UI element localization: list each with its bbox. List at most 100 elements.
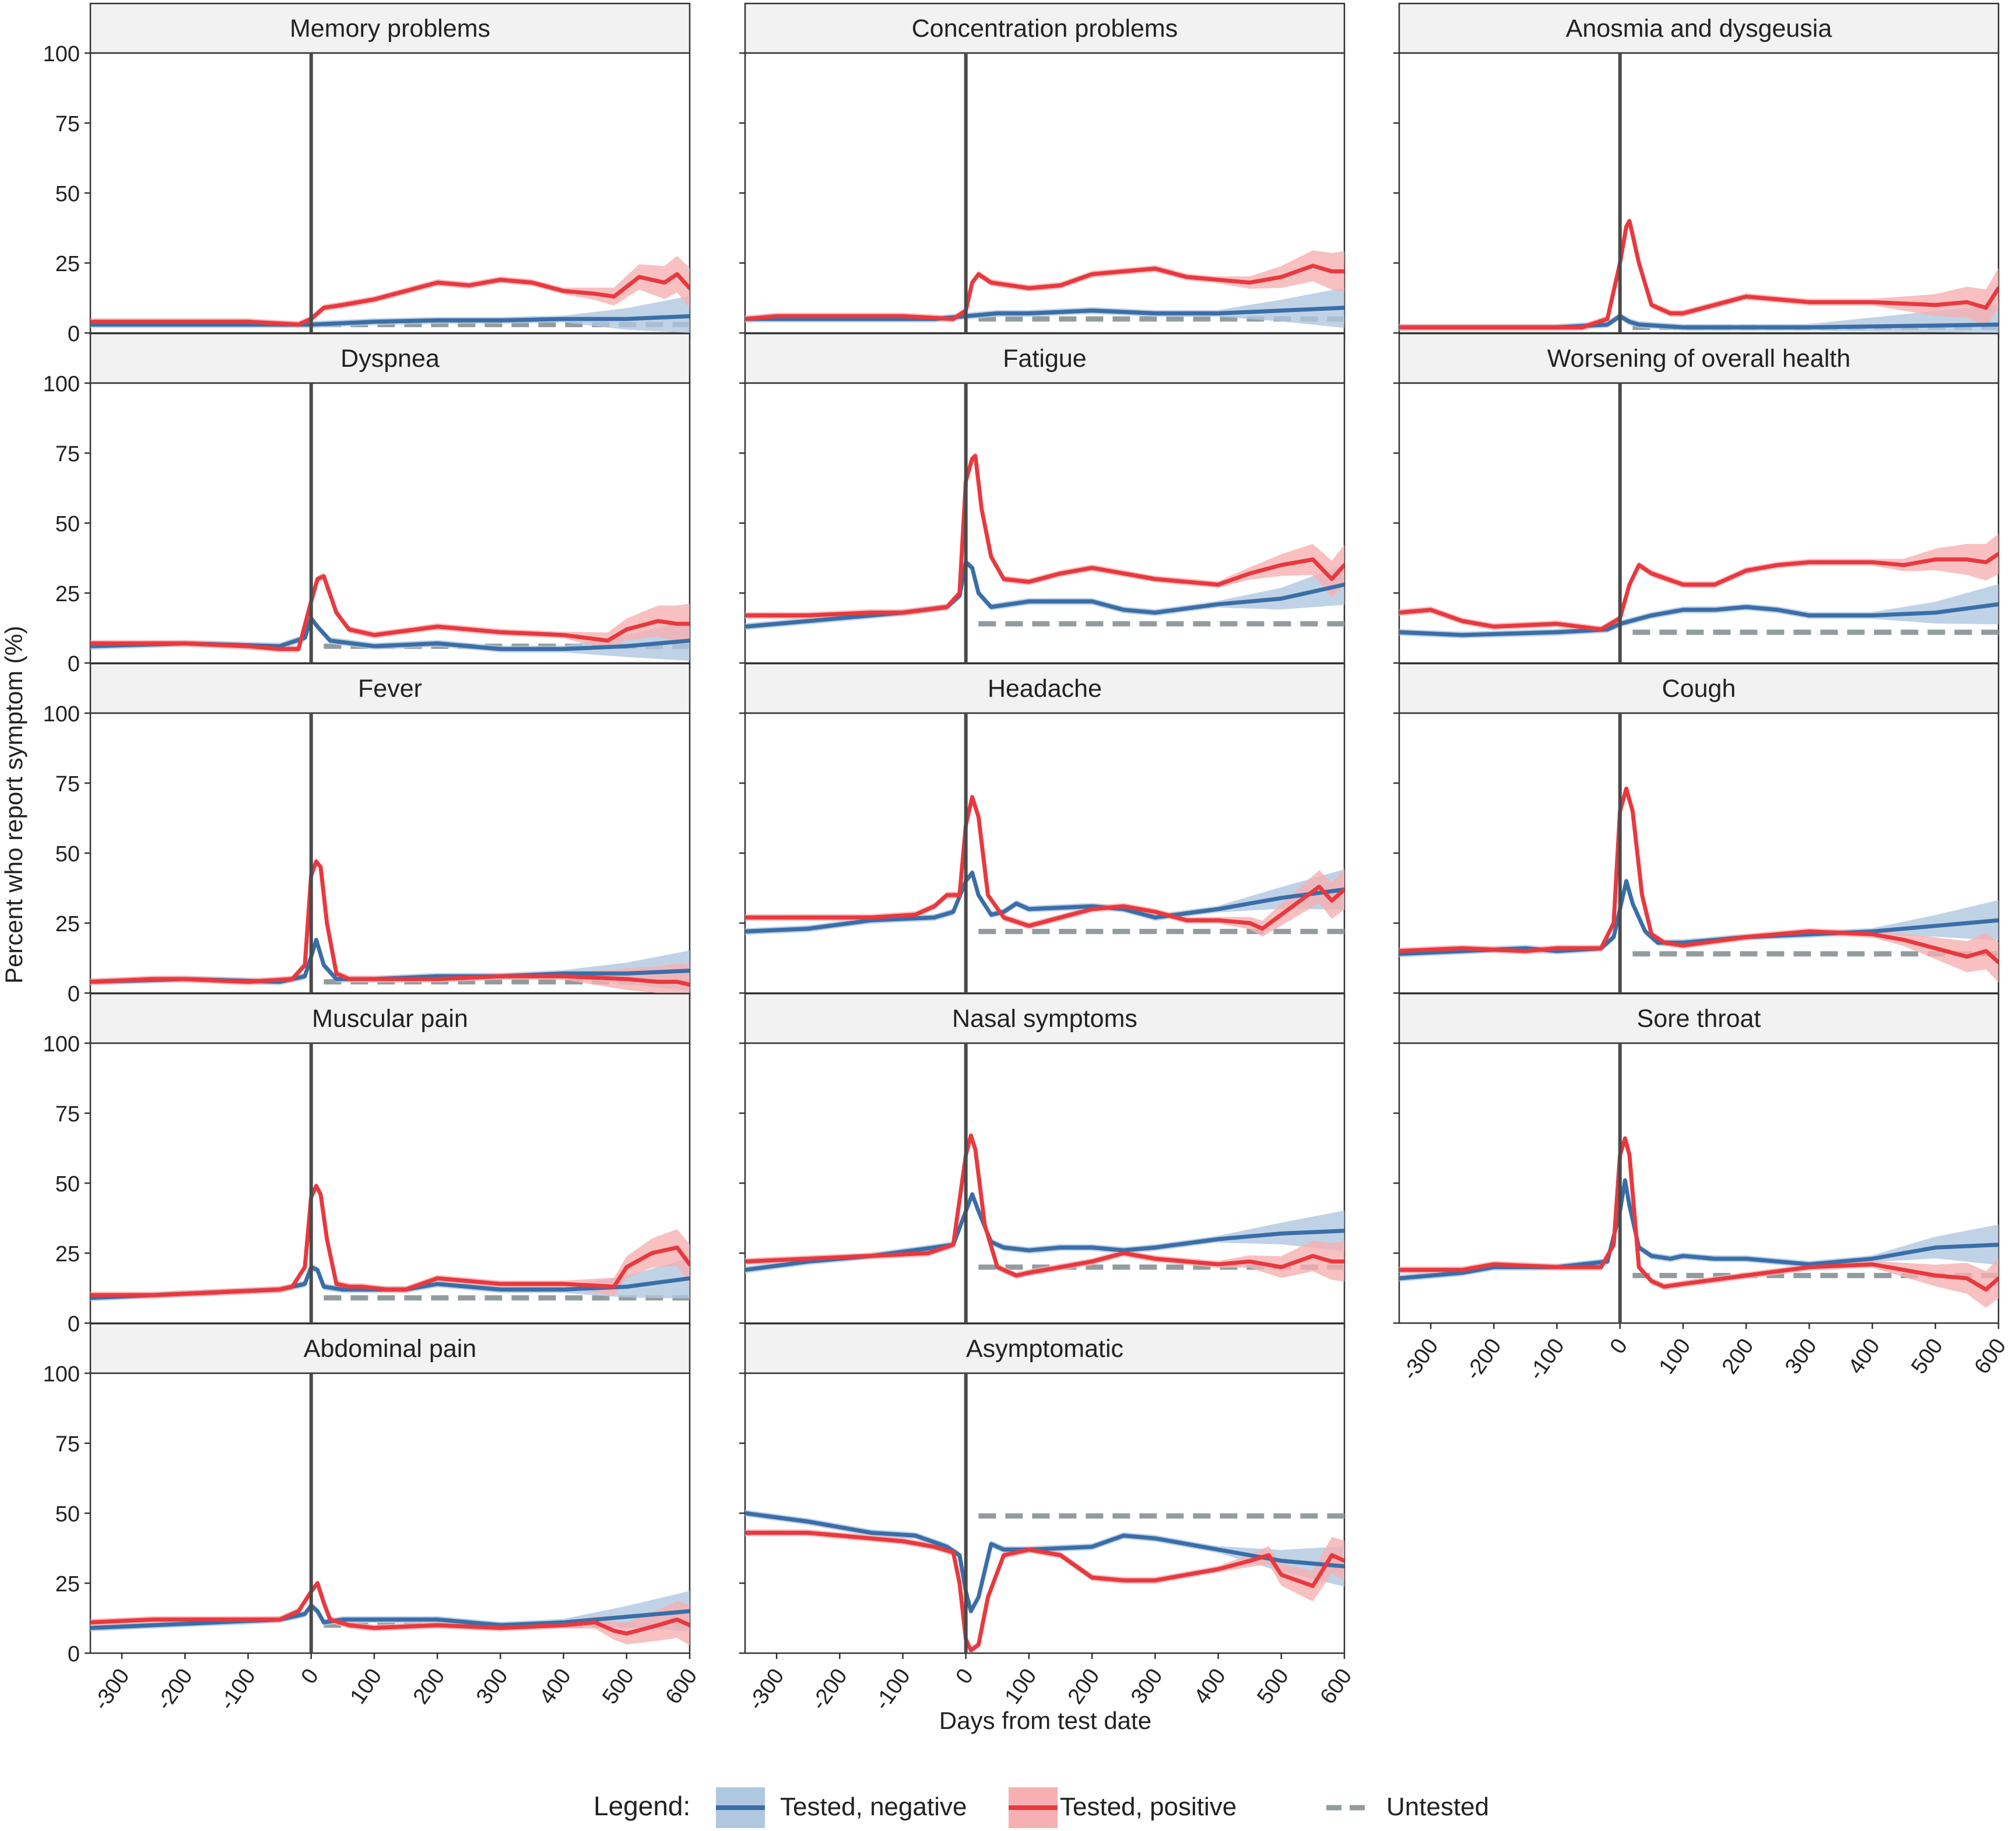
x-tick-label: 200 — [1718, 1334, 1759, 1378]
x-tick-label: 300 — [1126, 1664, 1168, 1709]
panel-content — [1399, 713, 1999, 993]
y-tick-label: 50 — [55, 842, 80, 867]
x-tick-label: 200 — [1063, 1664, 1105, 1709]
x-tick-label: 0 — [297, 1664, 324, 1688]
positive-band — [745, 794, 1344, 937]
positive-series-line — [745, 1133, 1344, 1278]
negative-series-line — [745, 306, 1344, 321]
legend-label-negative: Tested, negative — [780, 1793, 967, 1821]
y-tick-label: 0 — [68, 1642, 80, 1667]
x-tick-label: -300 — [1397, 1334, 1443, 1384]
x-tick-label: -200 — [152, 1664, 198, 1714]
x-axis-title: Days from test date — [939, 1707, 1151, 1734]
y-tick-label: 50 — [55, 1172, 80, 1197]
y-tick-label: 100 — [43, 1362, 80, 1387]
panel-content — [1399, 53, 1999, 333]
panel-content — [90, 1043, 690, 1323]
y-tick-label: 100 — [43, 42, 80, 66]
legend-title: Legend: — [593, 1791, 690, 1821]
x-tick-label: 100 — [346, 1664, 387, 1709]
panel-content — [745, 713, 1344, 993]
y-tick-label: 75 — [55, 772, 80, 797]
x-tick-label: 600 — [1970, 1334, 2011, 1378]
positive-series-line — [90, 1581, 690, 1636]
positive-band — [90, 255, 690, 328]
y-tick-label: 25 — [55, 582, 80, 606]
panel-frame — [89, 1042, 691, 1324]
x-tick-label: -200 — [807, 1664, 852, 1714]
y-tick-label: 25 — [55, 1572, 80, 1597]
x-tick-label: 400 — [1843, 1334, 1885, 1378]
panel-strip — [744, 2, 1346, 54]
panel-strip — [89, 2, 691, 54]
positive-series-line — [745, 795, 1344, 931]
x-tick-label: -100 — [215, 1664, 261, 1714]
panel-title: Memory problems — [290, 15, 490, 43]
panel-strip — [89, 662, 691, 714]
panel: Sore throat -300 -200 -100 0 100 200 300 400 500 6… — [1393, 992, 2011, 1384]
panel-content — [90, 713, 690, 993]
x-tick-label: 500 — [1252, 1664, 1294, 1709]
panel: Headache — [739, 662, 1346, 999]
positive-series-line — [90, 574, 690, 651]
positive-series-line — [1399, 787, 1999, 964]
panel-frame — [89, 712, 691, 994]
panel-content — [1399, 1043, 1999, 1323]
panel-strip — [89, 332, 691, 384]
x-tick-label: 400 — [1189, 1664, 1231, 1709]
x-tick-label: 300 — [1780, 1334, 1822, 1378]
panel-title: Abdominal pain — [304, 1335, 476, 1363]
panel-frame — [89, 52, 691, 334]
panel-strip — [1398, 662, 2000, 714]
legend-label-positive: Tested, positive — [1060, 1793, 1237, 1821]
panel: Nasal symptoms — [739, 992, 1346, 1329]
panel-title: Nasal symptoms — [952, 1005, 1137, 1033]
panel-strip — [1398, 332, 2000, 384]
y-tick-label: 75 — [55, 112, 80, 136]
negative-series-line — [90, 314, 690, 327]
positive-series-line — [745, 454, 1344, 618]
x-tick-label: 600 — [1316, 1664, 1357, 1709]
x-tick-label: 0 — [951, 1664, 979, 1688]
y-tick-label: 25 — [55, 912, 80, 936]
panel: Fatigue — [739, 332, 1346, 669]
panel-title: Muscular pain — [312, 1005, 468, 1033]
y-tick-label: 100 — [43, 702, 80, 727]
panel-title: Anosmia and dysgeusia — [1566, 15, 1832, 43]
panel-content — [745, 53, 1344, 333]
x-tick-label: 0 — [1606, 1334, 1633, 1358]
panel-title: Asymptomatic — [966, 1335, 1123, 1363]
panel-strip — [1398, 992, 2000, 1044]
panel-strip — [1398, 2, 2000, 54]
panel-frame — [744, 1042, 1346, 1324]
positive-series-line — [1399, 552, 1999, 632]
y-tick-label: 75 — [55, 1102, 80, 1127]
panel: Worsening of overall health — [1393, 332, 2000, 669]
panel-frame — [89, 382, 691, 664]
y-tick-label: 75 — [55, 1432, 80, 1457]
panel-strip — [744, 1323, 1346, 1374]
positive-band — [90, 1580, 690, 1646]
x-tick-label: 500 — [1906, 1334, 1948, 1378]
panel: Anosmia and dysgeusia — [1393, 2, 2000, 339]
panel-content — [745, 1373, 1344, 1653]
panel-strip — [89, 992, 691, 1044]
y-tick-label: 75 — [55, 442, 80, 466]
positive-series-line — [1399, 219, 1999, 329]
panel: Memory problems 0 25 50 75 100 — [43, 2, 691, 346]
panel-frame — [89, 1372, 691, 1654]
panel: Fever 0 25 50 75 100 — [43, 662, 691, 1006]
x-tick-label: 100 — [1000, 1664, 1042, 1709]
legend-label-untested: Untested — [1386, 1793, 1489, 1821]
panel-title: Headache — [988, 675, 1102, 703]
positive-series-line — [745, 264, 1344, 321]
panel-frame — [744, 52, 1346, 334]
negative-series-line — [1399, 602, 1999, 637]
panel: Concentration problems — [739, 2, 1346, 339]
facet-panels: Memory problems 0 25 50 75 100 Concentration p… — [43, 2, 2011, 1714]
panel-frame — [1398, 52, 2000, 334]
negative-series-line — [745, 1192, 1344, 1272]
panel-title: Dyspnea — [340, 345, 440, 373]
panel-content — [1399, 383, 1999, 663]
